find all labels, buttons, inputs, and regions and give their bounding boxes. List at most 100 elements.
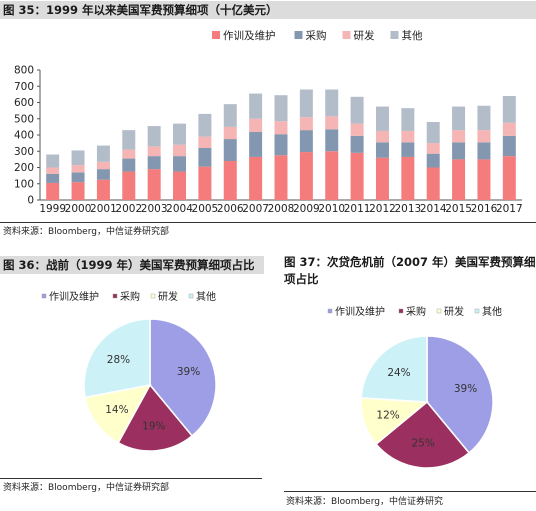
- y-tick-label: 200: [14, 162, 34, 174]
- bar-segment: [477, 105, 491, 131]
- legend-swatch: [474, 308, 480, 314]
- bar-segment: [147, 126, 161, 147]
- bar-segment: [325, 129, 339, 152]
- bar-segment: [350, 96, 364, 124]
- legend-swatch: [327, 308, 333, 314]
- bar-segment: [71, 172, 85, 183]
- bar-segment: [350, 123, 364, 136]
- x-tick-label: 2011: [344, 203, 371, 215]
- fig37-rule: [284, 491, 536, 492]
- bar-segment: [299, 152, 313, 200]
- y-tick-label: 500: [14, 113, 34, 125]
- legend-label: 其他: [196, 290, 216, 303]
- bar-segment: [299, 117, 313, 131]
- bar-segment: [198, 113, 212, 137]
- pie-slice: [83, 318, 151, 399]
- bar-segment: [173, 156, 187, 172]
- slice-label: 24%: [387, 367, 410, 379]
- x-tick-label: 2001: [90, 203, 117, 215]
- bar-segment: [147, 146, 161, 157]
- y-tick-label: 400: [14, 130, 34, 142]
- x-tick-label: 2012: [369, 203, 396, 215]
- y-tick-label: 300: [14, 146, 34, 158]
- bar-segment: [477, 142, 491, 160]
- bar-segment: [426, 167, 440, 200]
- legend-label: 采购: [406, 305, 426, 318]
- slice-label: 14%: [105, 404, 128, 416]
- bar-segment: [46, 174, 60, 183]
- bar-segment: [299, 89, 313, 118]
- fig36-source: 资料来源：Bloomberg，中信证券研究部: [3, 483, 169, 493]
- x-tick-label: 2010: [318, 203, 345, 215]
- slice-label: 12%: [376, 410, 399, 422]
- bar-segment: [122, 171, 136, 200]
- fig36-rule: [0, 478, 262, 479]
- slice-label: 28%: [107, 354, 130, 366]
- bar-segment: [375, 142, 389, 158]
- fig37-title-line2: 项占比: [284, 272, 319, 286]
- legend-swatch: [390, 31, 399, 39]
- bar-segment: [198, 136, 212, 148]
- x-tick-label: 2002: [115, 203, 142, 215]
- y-tick-label: 700: [14, 81, 34, 93]
- fig36-title: 图 36：战前（1999 年）美国军费预算细项占比: [0, 256, 264, 274]
- legend-swatch: [212, 31, 220, 39]
- bar-segment: [375, 106, 389, 131]
- bar-segment: [173, 144, 187, 157]
- pie-slice: [426, 335, 494, 454]
- legend-label: 作训及维护: [49, 290, 99, 303]
- bar-segment: [502, 96, 516, 123]
- bar-segment: [274, 121, 288, 135]
- y-tick-label: 100: [14, 178, 34, 190]
- legend-label: 其他: [402, 29, 423, 42]
- x-tick-label: 2000: [65, 203, 92, 215]
- legend-label: 采购: [120, 290, 140, 303]
- slice-label: 25%: [411, 438, 434, 450]
- y-tick-label: 600: [14, 97, 34, 109]
- bar-segment: [401, 130, 415, 143]
- bar-segment: [249, 156, 263, 200]
- bar-segment: [452, 106, 466, 131]
- bar-segment: [452, 130, 466, 143]
- legend-swatch: [436, 308, 442, 314]
- legend-swatch: [398, 308, 404, 314]
- bar-segment: [46, 154, 60, 168]
- legend-label: 研发: [158, 290, 178, 303]
- legend-label: 作训及维护: [223, 29, 276, 42]
- bar-segment: [223, 161, 237, 200]
- bar-segment: [350, 135, 364, 153]
- bar-segment: [426, 143, 440, 154]
- bar-segment: [502, 135, 516, 157]
- bar-segment: [71, 182, 85, 200]
- bar-segment: [173, 123, 187, 145]
- bar-segment: [71, 150, 85, 166]
- bar-segment: [426, 122, 440, 144]
- pie-chart-1999: 作训及维护 采购 研发 其他 39% 19% 14% 28%: [41, 290, 217, 452]
- legend-swatch: [150, 293, 156, 299]
- bar-segment: [96, 179, 110, 200]
- bar-segment: [477, 159, 491, 200]
- x-tick-label: 2009: [293, 203, 320, 215]
- legend-swatch: [112, 293, 118, 299]
- y-tick-label: 0: [27, 195, 34, 207]
- pie-slice: [149, 318, 217, 437]
- bar-segment: [223, 126, 237, 140]
- bar-segment: [96, 169, 110, 180]
- pie-slice: [117, 383, 194, 452]
- bar-segment: [375, 157, 389, 200]
- x-tick-label: 2017: [496, 203, 523, 215]
- bar-segment: [274, 155, 288, 200]
- pie-slice: [84, 383, 152, 444]
- bar-segment: [401, 142, 415, 157]
- x-tick-label: 2008: [268, 203, 295, 215]
- bar-segment: [173, 171, 187, 200]
- bar-segment: [274, 95, 288, 122]
- x-tick-label: 1999: [39, 203, 66, 215]
- bar-segment: [122, 158, 136, 172]
- bar-segment: [325, 151, 339, 200]
- x-tick-label: 2015: [445, 203, 472, 215]
- x-tick-label: 2004: [166, 203, 193, 215]
- bar-chart: 0100200300400500600700800199920002001200…: [14, 29, 523, 215]
- bar-segment: [122, 149, 136, 159]
- bar-segment: [350, 152, 364, 200]
